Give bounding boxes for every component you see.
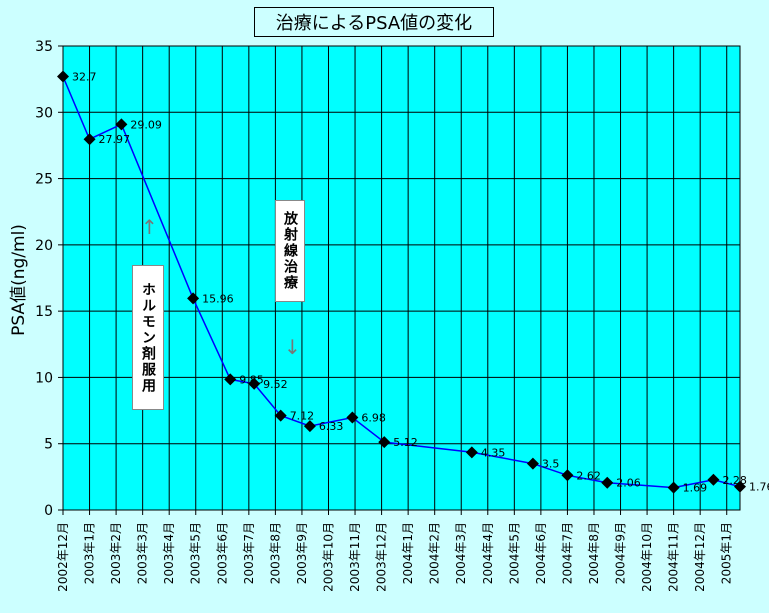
x-tick-label: 2004年6月 — [534, 522, 548, 584]
data-marker — [83, 133, 96, 146]
data-marker — [526, 457, 539, 470]
data-marker — [378, 436, 391, 449]
data-label: 2.62 — [576, 469, 601, 482]
data-label: 1.76 — [749, 481, 769, 494]
data-label: 3.5 — [542, 458, 560, 471]
x-tick-label: 2004年10月 — [640, 522, 654, 592]
data-label: 32.7 — [72, 70, 97, 83]
x-tick-label: 2003年1月 — [83, 522, 97, 584]
x-tick-label: 2003年10月 — [321, 522, 335, 592]
data-marker — [57, 70, 69, 83]
x-tick-label: 2005年1月 — [720, 522, 734, 584]
data-marker — [248, 377, 261, 390]
data-label: 4.35 — [481, 446, 506, 459]
data-marker — [346, 411, 359, 424]
x-tick-label: 2004年11月 — [667, 522, 681, 592]
y-tick-labels: 0 5 10 15 20 25 30 35 — [35, 39, 53, 519]
x-tick-labels: 2002年12月 2003年1月 2003年2月 2003年3月 2003年4月 2003… — [56, 522, 734, 592]
data-marker — [734, 480, 746, 493]
x-tick-label: 2003年2月 — [109, 522, 123, 584]
data-label: 15.96 — [202, 292, 234, 305]
x-tick-label: 2003年3月 — [136, 522, 150, 584]
x-tick-label: 2002年12月 — [56, 522, 70, 592]
arrow-up-icon: ↑ — [141, 215, 158, 239]
plot-area — [62, 45, 741, 511]
y-tick-label: 15 — [35, 304, 53, 320]
data-marker — [187, 292, 200, 305]
y-tick-label: 25 — [35, 172, 53, 188]
hormone-annotation: ホルモン剤服用 — [132, 265, 164, 410]
data-marker — [601, 476, 614, 489]
x-tick-label: 2003年5月 — [189, 522, 203, 584]
x-tick-label: 2003年12月 — [375, 522, 389, 592]
data-marker — [465, 446, 478, 459]
data-label: 5.12 — [393, 436, 418, 449]
x-tick-label: 2004年3月 — [454, 522, 468, 584]
radiation-annotation: 放射線治療 — [275, 200, 305, 302]
data-label: 29.09 — [130, 118, 162, 131]
x-tick-label: 2003年4月 — [162, 522, 176, 584]
data-marker — [115, 118, 128, 131]
x-tick-label: 2004年9月 — [614, 522, 628, 584]
x-tick-label: 2004年8月 — [587, 522, 601, 584]
x-tick-label: 2004年7月 — [560, 522, 574, 584]
x-tick-label: 2003年11月 — [348, 522, 362, 592]
data-label: 6.33 — [319, 420, 344, 433]
data-label: 7.12 — [290, 410, 315, 423]
data-label: 27.97 — [99, 133, 130, 146]
data-markers — [57, 70, 746, 494]
data-marker — [707, 473, 720, 486]
y-tick-label: 10 — [35, 370, 53, 386]
x-tick-label: 2003年6月 — [215, 522, 229, 584]
data-marker — [561, 469, 574, 482]
x-tick-label: 2003年9月 — [295, 522, 309, 584]
data-label: 2.28 — [722, 474, 747, 487]
data-label: 9.52 — [263, 378, 288, 391]
y-tick-label: 0 — [44, 503, 53, 519]
x-tick-label: 2004年1月 — [401, 522, 415, 584]
y-tick-label: 30 — [35, 105, 53, 121]
data-marker — [274, 409, 287, 422]
x-tick-label: 2004年5月 — [507, 522, 521, 584]
x-tick-label: 2004年4月 — [481, 522, 495, 584]
data-marker — [303, 420, 316, 433]
y-axis-label: PSA値(ng/ml) — [9, 224, 29, 336]
data-marker — [224, 373, 237, 386]
x-tick-label: 2004年2月 — [428, 522, 442, 584]
y-tick-label: 20 — [35, 238, 53, 254]
data-label: 2.06 — [616, 477, 641, 490]
x-tick-label: 2003年7月 — [242, 522, 256, 584]
data-label: 6.98 — [361, 411, 386, 424]
data-marker — [667, 481, 680, 494]
arrow-down-icon: ↓ — [284, 335, 301, 359]
data-label: 1.69 — [683, 482, 708, 495]
x-tick-label: 2003年8月 — [268, 522, 282, 584]
x-tick-label: 2004年12月 — [693, 522, 707, 592]
chart-title: 治療によるPSA値の変化 — [254, 7, 494, 37]
y-tick-label: 35 — [35, 39, 53, 55]
data-label: 9.85 — [239, 373, 264, 386]
y-tick-label: 5 — [44, 437, 53, 453]
